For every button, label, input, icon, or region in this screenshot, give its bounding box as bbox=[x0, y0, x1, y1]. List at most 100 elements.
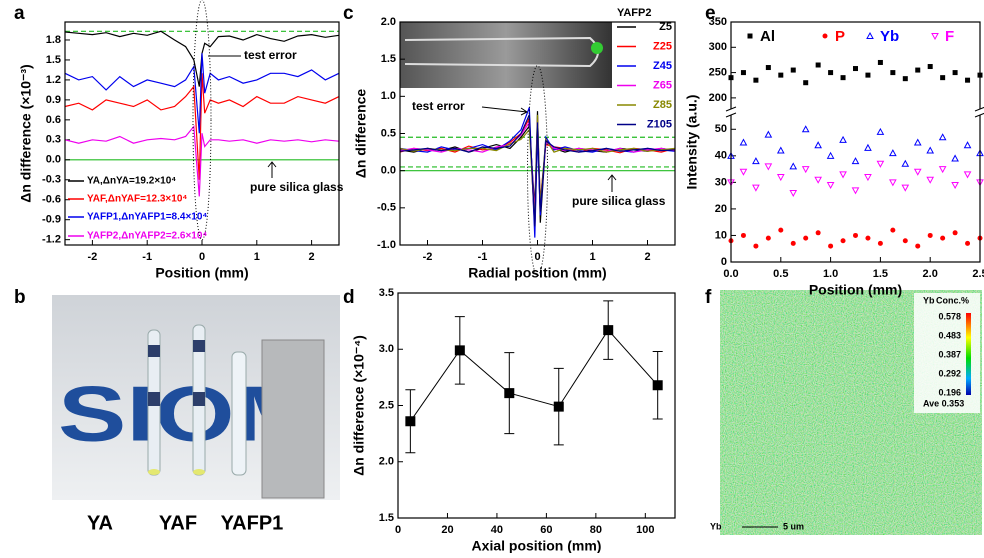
rod-band bbox=[193, 392, 205, 406]
annotation: test error bbox=[244, 48, 297, 62]
point bbox=[853, 232, 858, 238]
axis-break-mark bbox=[974, 106, 984, 118]
point bbox=[828, 70, 834, 76]
point bbox=[747, 33, 753, 39]
point bbox=[789, 162, 798, 170]
point bbox=[405, 416, 416, 427]
axis-break bbox=[727, 109, 984, 115]
point bbox=[940, 235, 946, 241]
point bbox=[840, 75, 846, 81]
y-tick-label: 1.5 bbox=[46, 54, 61, 66]
point bbox=[776, 174, 785, 182]
point bbox=[865, 72, 871, 78]
scale-element: Yb bbox=[710, 521, 722, 531]
x-tick-label: 2.0 bbox=[923, 268, 938, 280]
point bbox=[603, 325, 614, 336]
legend-label: Yb bbox=[880, 28, 899, 45]
photo-label: YAF bbox=[159, 512, 197, 534]
color-scale-label: 0.387 bbox=[938, 349, 961, 359]
line bbox=[409, 329, 659, 422]
point bbox=[789, 189, 798, 198]
point bbox=[803, 235, 809, 241]
ruler bbox=[261, 339, 325, 499]
legend-title: YAFP2 bbox=[617, 7, 651, 19]
x-tick-label: 100 bbox=[636, 524, 654, 536]
point bbox=[877, 59, 883, 65]
y-tick-label: -0.3 bbox=[42, 174, 61, 186]
x-tick-label: -1 bbox=[142, 251, 152, 263]
x-tick-label: -1 bbox=[478, 251, 488, 263]
x-axis-label: Axial position (mm) bbox=[472, 538, 602, 553]
point bbox=[915, 243, 921, 249]
point bbox=[801, 166, 810, 174]
x-tick-label: 1.0 bbox=[823, 268, 838, 280]
point bbox=[764, 130, 773, 138]
x-tick-label: 2 bbox=[644, 251, 650, 263]
x-tick-label: -2 bbox=[423, 251, 433, 263]
point bbox=[902, 76, 908, 82]
point bbox=[765, 65, 771, 71]
y-tick-label: 1.8 bbox=[46, 34, 61, 46]
point bbox=[876, 160, 885, 168]
point bbox=[915, 67, 921, 73]
legend-label: Z65 bbox=[653, 79, 672, 91]
point bbox=[938, 133, 947, 141]
y-tick-label: -0.6 bbox=[42, 194, 61, 206]
legend-label: Z25 bbox=[653, 40, 672, 52]
point bbox=[504, 388, 515, 399]
point bbox=[752, 184, 760, 192]
y-tick-label: 0.9 bbox=[46, 94, 61, 106]
point bbox=[940, 75, 946, 81]
rod-band bbox=[193, 340, 205, 352]
point bbox=[740, 232, 746, 238]
color-bar bbox=[966, 313, 971, 395]
plot-frame bbox=[399, 21, 676, 246]
plot-frame bbox=[730, 21, 981, 263]
point bbox=[963, 171, 972, 179]
point bbox=[876, 127, 885, 135]
x-tick-label: 1 bbox=[589, 251, 595, 263]
y-tick-label: 2.0 bbox=[379, 456, 394, 468]
map-element: Yb bbox=[923, 295, 935, 305]
x-tick-label: 60 bbox=[540, 524, 552, 536]
x-tick-label: 0 bbox=[534, 251, 540, 263]
y-tick-label: 250 bbox=[709, 66, 727, 78]
y-tick-label: -1.0 bbox=[377, 239, 396, 251]
panel-letter: b bbox=[14, 287, 26, 308]
x-axis-label: Position (mm) bbox=[809, 282, 902, 298]
point bbox=[803, 80, 809, 86]
y-tick-label: -0.5 bbox=[377, 202, 396, 214]
point bbox=[815, 62, 821, 68]
highlight-ellipse bbox=[192, 0, 212, 241]
point bbox=[890, 70, 896, 76]
map-unit: Conc.% bbox=[936, 295, 969, 305]
point bbox=[866, 31, 874, 39]
point bbox=[952, 70, 958, 76]
y-tick-label: 30 bbox=[715, 176, 727, 188]
annotation-arrow bbox=[267, 161, 277, 178]
inset-photo bbox=[400, 22, 612, 88]
y-tick-label: 0.5 bbox=[381, 127, 396, 139]
photo: SIOM bbox=[52, 295, 340, 500]
y-tick-label: -0.9 bbox=[42, 214, 61, 226]
x-tick-label: 0.5 bbox=[773, 268, 788, 280]
y-tick-label: 1.0 bbox=[381, 90, 396, 102]
panel-letter: f bbox=[705, 287, 712, 308]
x-tick-label: 80 bbox=[590, 524, 602, 536]
point bbox=[902, 238, 908, 244]
legend-label: YAFP2,ΔnYAFP2=2.6×10⁴ bbox=[87, 231, 207, 242]
x-tick-label: 2 bbox=[309, 251, 315, 263]
panel-letter: c bbox=[343, 3, 354, 24]
point bbox=[951, 154, 959, 162]
legend-label: Z45 bbox=[653, 60, 672, 72]
line bbox=[399, 114, 676, 223]
y-axis-label: Δn difference (×10⁻³) bbox=[18, 64, 34, 202]
point bbox=[814, 176, 822, 184]
legend-label: YAFP1,ΔnYAFP1=8.4×10⁴ bbox=[87, 212, 207, 223]
point bbox=[776, 146, 785, 154]
axis-break-mark bbox=[725, 106, 737, 118]
point bbox=[965, 240, 971, 246]
point bbox=[778, 227, 784, 233]
point bbox=[889, 179, 897, 187]
